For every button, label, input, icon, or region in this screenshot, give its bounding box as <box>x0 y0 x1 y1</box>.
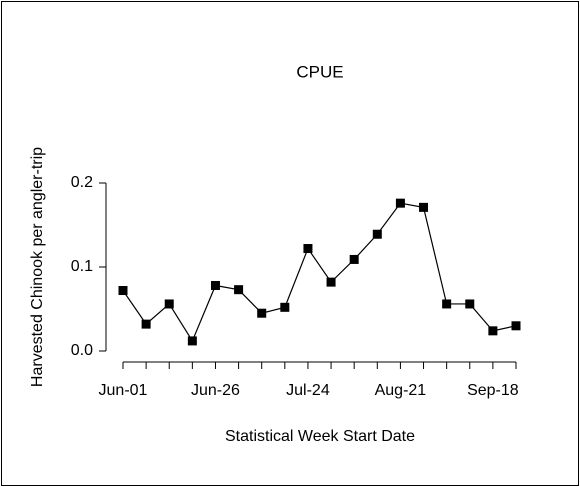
point <box>419 202 429 212</box>
point <box>511 321 521 331</box>
point <box>164 299 174 309</box>
point <box>257 308 267 318</box>
point <box>234 285 244 295</box>
point <box>280 302 290 312</box>
point <box>303 244 313 254</box>
y-axis-label: Harvested Chinook per angler-trip <box>29 147 46 387</box>
x-tick-label: Jun-26 <box>191 382 240 399</box>
point <box>141 319 151 329</box>
x-tick-label: Aug-21 <box>375 382 427 399</box>
y-tick-label: 0.0 <box>71 342 93 359</box>
point <box>187 336 197 346</box>
point <box>349 254 359 264</box>
point <box>395 198 405 208</box>
x-tick-label: Jun-01 <box>99 382 148 399</box>
point <box>488 326 498 336</box>
point <box>326 277 336 287</box>
y-tick-label: 0.1 <box>71 258 93 275</box>
point <box>442 299 452 309</box>
point <box>210 280 220 290</box>
point <box>465 299 475 309</box>
x-axis-label: Statistical Week Start Date <box>225 428 415 445</box>
y-tick-label: 0.2 <box>71 174 93 191</box>
x-tick-label: Jul-24 <box>286 382 330 399</box>
point <box>372 229 382 239</box>
x-tick-label: Sep-18 <box>467 382 519 399</box>
point <box>118 286 128 296</box>
chart-title: CPUE <box>296 62 343 81</box>
